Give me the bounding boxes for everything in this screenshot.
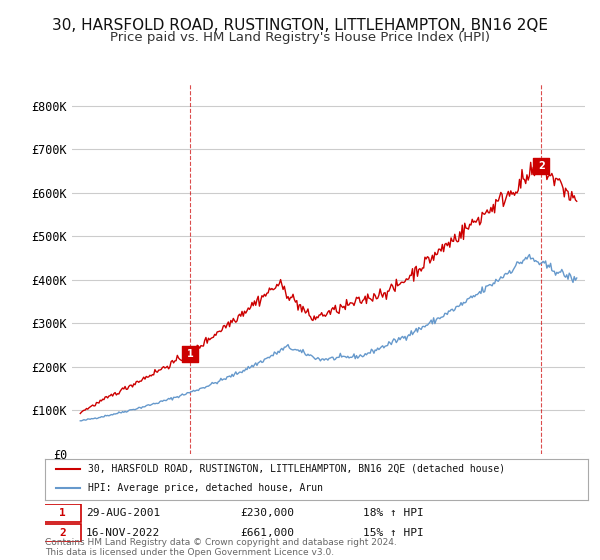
- Text: 1: 1: [187, 348, 194, 358]
- Text: Contains HM Land Registry data © Crown copyright and database right 2024.
This d: Contains HM Land Registry data © Crown c…: [45, 538, 397, 557]
- Text: 29-AUG-2001: 29-AUG-2001: [86, 508, 160, 518]
- Text: 18% ↑ HPI: 18% ↑ HPI: [362, 508, 424, 518]
- Text: Price paid vs. HM Land Registry's House Price Index (HPI): Price paid vs. HM Land Registry's House …: [110, 31, 490, 44]
- Text: 2: 2: [538, 161, 545, 171]
- Text: HPI: Average price, detached house, Arun: HPI: Average price, detached house, Arun: [88, 483, 323, 493]
- Text: £661,000: £661,000: [241, 528, 295, 538]
- Text: 2: 2: [59, 528, 66, 538]
- FancyBboxPatch shape: [44, 504, 81, 522]
- Text: 1: 1: [59, 508, 66, 518]
- Point: [536, 162, 546, 171]
- FancyBboxPatch shape: [44, 524, 81, 542]
- Text: 16-NOV-2022: 16-NOV-2022: [86, 528, 160, 538]
- Text: 30, HARSFOLD ROAD, RUSTINGTON, LITTLEHAMPTON, BN16 2QE (detached house): 30, HARSFOLD ROAD, RUSTINGTON, LITTLEHAM…: [88, 464, 506, 474]
- Text: £230,000: £230,000: [241, 508, 295, 518]
- Point: [185, 349, 195, 358]
- Text: 30, HARSFOLD ROAD, RUSTINGTON, LITTLEHAMPTON, BN16 2QE: 30, HARSFOLD ROAD, RUSTINGTON, LITTLEHAM…: [52, 18, 548, 33]
- Text: 15% ↑ HPI: 15% ↑ HPI: [362, 528, 424, 538]
